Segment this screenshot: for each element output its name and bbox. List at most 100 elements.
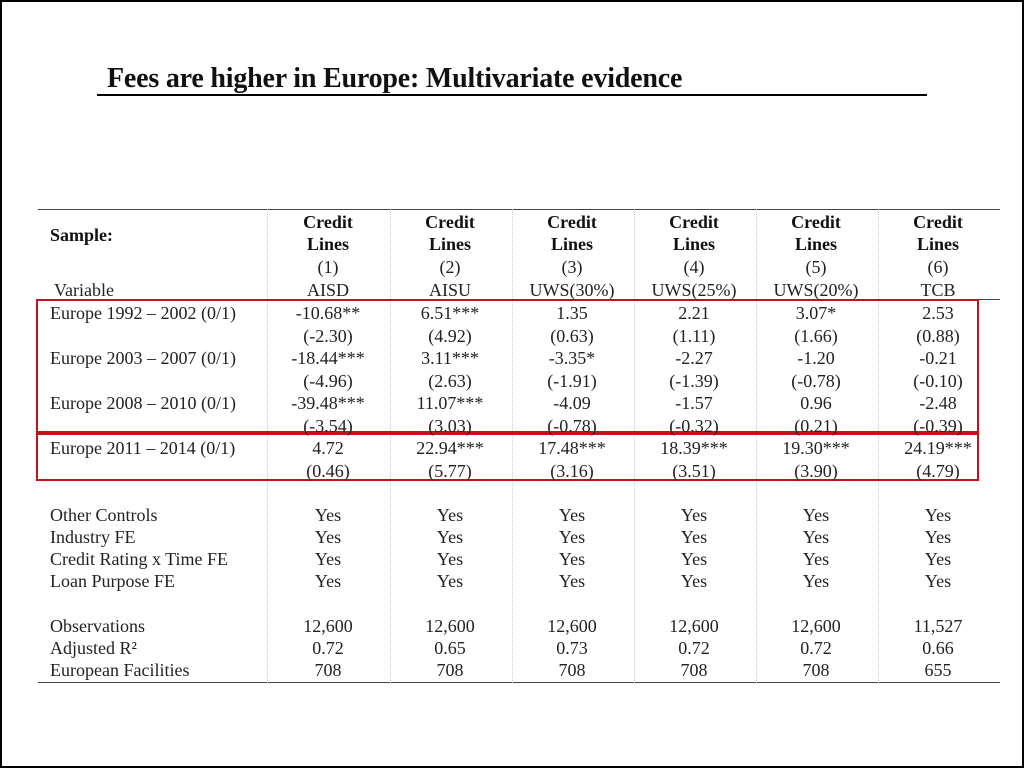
t-stat-cell: (-0.10) [913,371,963,391]
t-stat-cell: (2.63) [428,371,472,391]
column-number: (3) [561,257,583,277]
control-value: Yes [802,549,830,569]
column-divider [512,209,513,683]
column-header-line1: Credit [913,212,963,232]
column-divider [878,209,879,683]
stat-label: Observations [50,616,145,636]
column-header-line2: Lines [550,234,594,254]
row-label: Europe 2008 – 2010 (0/1) [50,393,236,413]
control-value: Yes [680,571,708,591]
control-label: Loan Purpose FE [50,571,175,591]
t-stat-cell: (-0.78) [547,416,597,436]
control-value: Yes [314,549,342,569]
control-label: Industry FE [50,527,136,547]
stat-value: 0.72 [312,638,344,658]
stat-value: 12,600 [791,616,841,636]
stat-value: 12,600 [669,616,719,636]
column-header-line2: Lines [672,234,716,254]
control-value: Yes [436,505,464,525]
control-value: Yes [558,505,586,525]
control-label: Credit Rating x Time FE [50,549,229,569]
column-divider [267,209,268,683]
coefficient-cell: -1.20 [797,348,835,368]
coefficient-cell: -2.48 [919,393,957,413]
stat-value: 12,600 [303,616,353,636]
control-value: Yes [680,549,708,569]
control-value: Yes [680,505,708,525]
column-divider [756,209,757,683]
stat-value: 708 [436,660,464,680]
stat-value: 0.72 [678,638,710,658]
column-header-line2: Lines [428,234,472,254]
coefficient-cell: 3.07* [795,303,837,323]
column-header-line1: Credit [303,212,353,232]
t-stat-cell: (4.92) [428,326,472,346]
stat-value: 11,527 [913,616,963,636]
coefficient-cell: 22.94*** [416,438,484,458]
coefficient-cell: 19.30*** [782,438,850,458]
row-label: Europe 2003 – 2007 (0/1) [50,348,236,368]
t-stat-cell: (3.03) [428,416,472,436]
column-header-line1: Credit [547,212,597,232]
t-stat-cell: (0.63) [550,326,594,346]
t-stat-cell: (-2.30) [303,326,353,346]
t-stat-cell: (5.77) [428,461,472,481]
sample-label: Sample: [50,225,113,245]
t-stat-cell: (-1.39) [669,371,719,391]
t-stat-cell: (-4.96) [303,371,353,391]
t-stat-cell: (1.66) [794,326,838,346]
coefficient-cell: 2.53 [922,303,954,323]
coefficient-cell: -2.27 [675,348,713,368]
coefficient-cell: -1.57 [675,393,713,413]
highlight-box-2011-2014 [36,433,979,481]
control-value: Yes [558,571,586,591]
column-measure: UWS(25%) [651,280,737,300]
column-header-line1: Credit [791,212,841,232]
column-measure: AISU [428,280,472,300]
coefficient-cell: 3.11*** [421,348,479,368]
coefficient-cell: 17.48*** [538,438,606,458]
stat-value: 0.66 [922,638,954,658]
slide-title: Fees are higher in Europe: Multivariate … [107,63,683,94]
stat-label: European Facilities [50,660,190,680]
t-stat-cell: (-0.39) [913,416,963,436]
t-stat-cell: (0.88) [916,326,960,346]
table-bottom-rule [38,682,1000,683]
stat-value: 12,600 [547,616,597,636]
t-stat-cell: (3.16) [550,461,594,481]
t-stat-cell: (-0.78) [791,371,841,391]
control-value: Yes [436,527,464,547]
coefficient-cell: 11.07*** [416,393,484,413]
t-stat-cell: (3.51) [672,461,716,481]
t-stat-cell: (-1.91) [547,371,597,391]
control-value: Yes [436,571,464,591]
control-value: Yes [680,527,708,547]
control-value: Yes [802,505,830,525]
t-stat-cell: (3.90) [794,461,838,481]
stat-label: Adjusted R² [50,638,137,658]
coefficient-cell: -18.44*** [291,348,365,368]
coefficient-cell: 24.19*** [904,438,972,458]
control-value: Yes [314,505,342,525]
t-stat-cell: (-0.32) [669,416,719,436]
stat-value: 708 [314,660,342,680]
column-number: (2) [439,257,461,277]
coefficient-cell: -4.09 [553,393,591,413]
stat-value: 0.72 [800,638,832,658]
column-header-line2: Lines [306,234,350,254]
row-label: Europe 1992 – 2002 (0/1) [50,303,236,323]
control-value: Yes [924,571,952,591]
column-measure: UWS(20%) [773,280,859,300]
variable-label: Variable [54,280,114,300]
column-divider [390,209,391,683]
column-number: (6) [927,257,949,277]
t-stat-cell: (1.11) [672,326,716,346]
column-number: (1) [317,257,339,277]
column-measure: UWS(30%) [529,280,615,300]
control-value: Yes [436,549,464,569]
stat-value: 655 [924,660,952,680]
t-stat-cell: (0.46) [306,461,350,481]
t-stat-cell: (4.79) [916,461,960,481]
